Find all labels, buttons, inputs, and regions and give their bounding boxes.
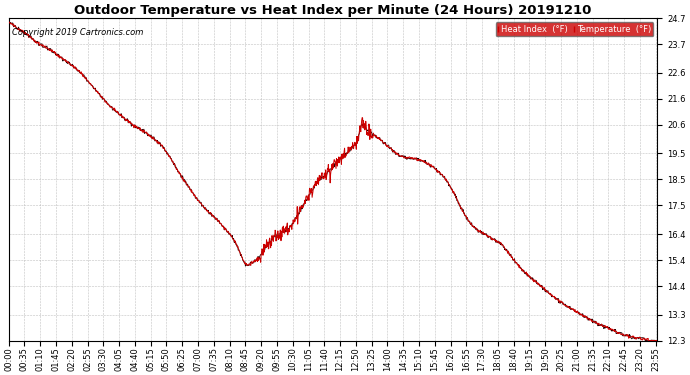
Text: Copyright 2019 Cartronics.com: Copyright 2019 Cartronics.com bbox=[12, 28, 144, 37]
Legend: Heat Index  (°F), Temperature  (°F): Heat Index (°F), Temperature (°F) bbox=[495, 22, 653, 36]
Title: Outdoor Temperature vs Heat Index per Minute (24 Hours) 20191210: Outdoor Temperature vs Heat Index per Mi… bbox=[75, 4, 592, 17]
